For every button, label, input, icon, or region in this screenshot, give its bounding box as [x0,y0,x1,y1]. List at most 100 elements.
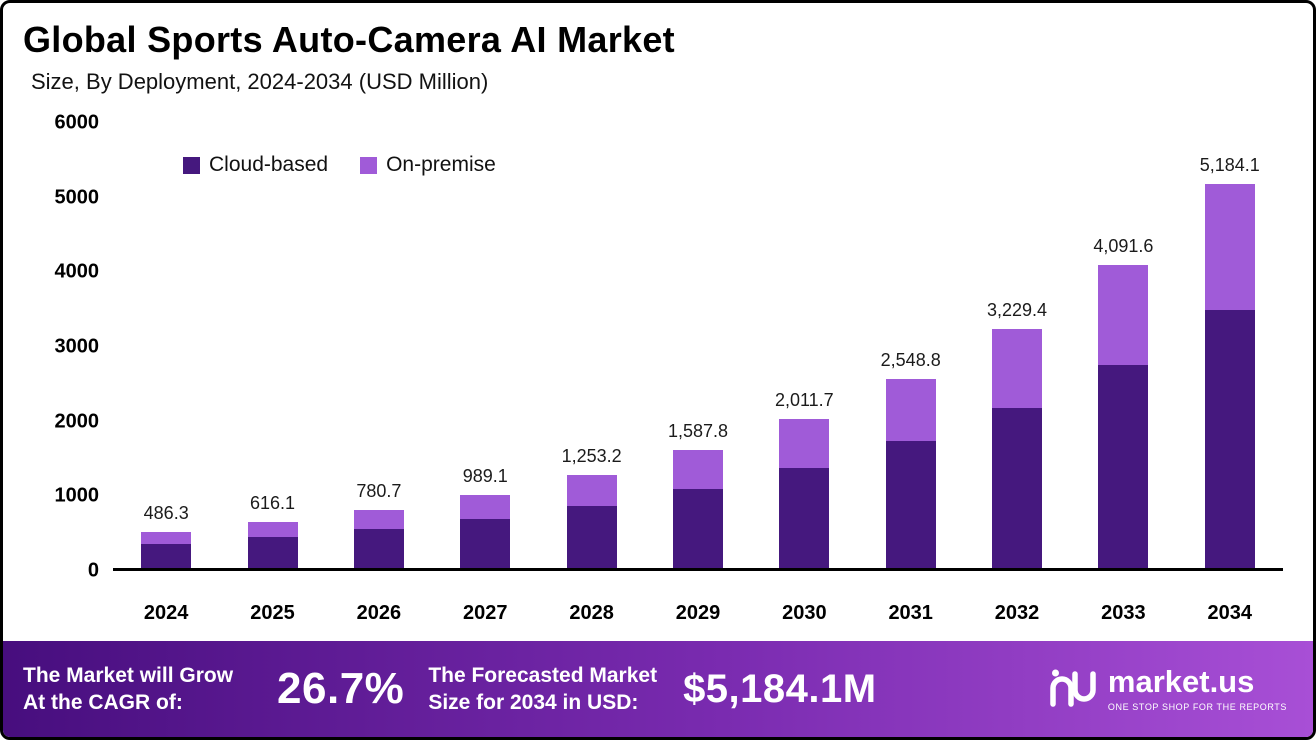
bar-segment-on-premise [672,450,723,490]
bar-segment-on-premise [1204,183,1255,311]
bar-segment-cloud-based [460,518,511,568]
y-tick-label: 3000 [54,335,100,358]
page-subtitle: Size, By Deployment, 2024-2034 (USD Mill… [31,69,489,94]
x-tick-label: 2025 [250,602,295,624]
bar [885,378,936,568]
legend-label-on-premise: On-premise [386,153,496,176]
bar-total-label: 616.1 [250,493,296,514]
bar [247,522,298,568]
legend: Cloud-based On-premise [183,153,496,177]
bar-group: 616.1 [219,123,325,568]
x-tick-label: 2024 [143,602,189,624]
y-tick-label: 0 [87,559,99,582]
bar [1204,183,1255,568]
bar-group: 2,011.7 [751,123,857,568]
bar-segment-cloud-based [1204,310,1255,568]
marketus-logo-icon [1050,666,1096,713]
x-tick-label: 2028 [569,602,614,624]
bar [992,328,1043,569]
bar-segment-on-premise [247,522,298,538]
bar-segment-cloud-based [566,505,617,568]
bar-segment-on-premise [1098,264,1149,365]
bar-total-label: 2,548.8 [880,349,941,370]
header: Global Sports Auto-Camera AI Market Size… [3,3,1313,95]
x-tick-label: 2029 [675,602,721,624]
bar-total-label: 1,587.8 [667,421,728,442]
bar-segment-cloud-based [672,489,723,568]
x-tick-label: 2031 [888,602,933,624]
bar-group: 486.3 [113,123,219,568]
page-title: Global Sports Auto-Camera AI Market [23,19,675,60]
bar-total-label: 486.3 [143,502,189,523]
marketus-logo: market.us ONE STOP SHOP FOR THE REPORTS [1050,666,1287,713]
cagr-label: The Market will Grow At the CAGR of: [23,662,233,717]
bar [1098,264,1149,568]
plot-area: 486.3 616.1 780.7 989.1 1,253.2 1,587.8 2,011.… [113,123,1283,571]
y-tick-label: 6000 [54,111,100,134]
bar-group: 989.1 [432,123,538,568]
legend-item-cloud-based: Cloud-based [183,153,328,177]
bar [566,475,617,568]
bar-segment-cloud-based [1098,364,1149,568]
legend-item-on-premise: On-premise [360,153,496,177]
bar-segment-cloud-based [779,468,830,568]
forecast-value: $5,184.1M [683,666,877,711]
bar-group: 1,587.8 [645,123,751,568]
bar-segment-on-premise [779,418,830,469]
bar [141,531,192,568]
brand-text: market.us ONE STOP SHOP FOR THE REPORTS [1108,666,1287,712]
bar-group: 2,548.8 [858,123,964,568]
bar-segment-on-premise [353,510,404,530]
x-tick-label: 2032 [994,602,1040,624]
y-axis: 0 1000 2000 3000 4000 5000 6000 [17,112,100,582]
cagr-value: 26.7% [277,664,405,713]
bar-segment-on-premise [460,494,511,519]
x-tick-label: 2033 [1101,602,1146,624]
bar-segment-cloud-based [992,407,1043,568]
forecast-label-line1: The Forecasted Market [428,663,658,687]
forecast-label-line2: Size for 2034 in USD: [428,691,639,714]
bar-total-label: 4,091.6 [1093,235,1154,256]
y-tick-label: 1000 [54,484,100,507]
brand-tagline: ONE STOP SHOP FOR THE REPORTS [1107,702,1287,712]
bar-total-label: 1,253.2 [561,446,622,467]
brand-name: market.us [1107,664,1255,699]
bar [672,450,723,568]
legend-label-cloud-based: Cloud-based [209,153,329,176]
x-tick-label: 2027 [463,602,508,624]
bar-group: 1,253.2 [538,123,644,568]
y-tick-label: 5000 [54,186,100,209]
bar [779,418,830,568]
bar-segment-on-premise [566,475,617,506]
bars: 486.3 616.1 780.7 989.1 1,253.2 1,587.8 2,011.… [113,123,1283,568]
bar-segment-cloud-based [141,543,192,568]
bar-segment-cloud-based [247,537,298,568]
y-tick-label: 4000 [54,260,100,283]
bar-total-label: 989.1 [462,465,508,486]
bar-segment-on-premise [885,378,936,442]
cagr-label-line2: At the CAGR of: [23,691,183,714]
bar-segment-cloud-based [353,529,404,568]
legend-swatch-cloud-based [183,156,200,174]
x-tick-label: 2034 [1207,602,1253,624]
bar [460,494,511,568]
legend-swatch-on-premise [360,156,378,174]
forecast-label: The Forecasted Market Size for 2034 in U… [428,662,657,717]
bar-segment-on-premise [992,328,1043,408]
x-tick-label: 2026 [356,602,402,624]
bar-total-label: 780.7 [356,481,402,502]
bar [353,510,404,568]
bar-total-label: 5,184.1 [1199,154,1260,175]
bar-total-label: 3,229.4 [987,299,1048,320]
footer-banner: The Market will Grow At the CAGR of: 26.… [3,641,1313,737]
x-tick-label: 2030 [782,602,827,624]
bar-group: 780.7 [326,123,432,568]
bar-group: 3,229.4 [964,123,1070,568]
cagr-label-line1: The Market will Grow [23,663,234,687]
bar-segment-cloud-based [885,441,936,568]
bar-group: 4,091.6 [1070,123,1176,568]
chart-area: 0 1000 2000 3000 4000 5000 6000 486.3 616.1 780.… [17,99,1287,641]
bar-segment-on-premise [141,531,192,544]
x-axis: 2024 2025 2026 2027 2028 2029 2030 2031 2032 2033… [113,602,1283,625]
